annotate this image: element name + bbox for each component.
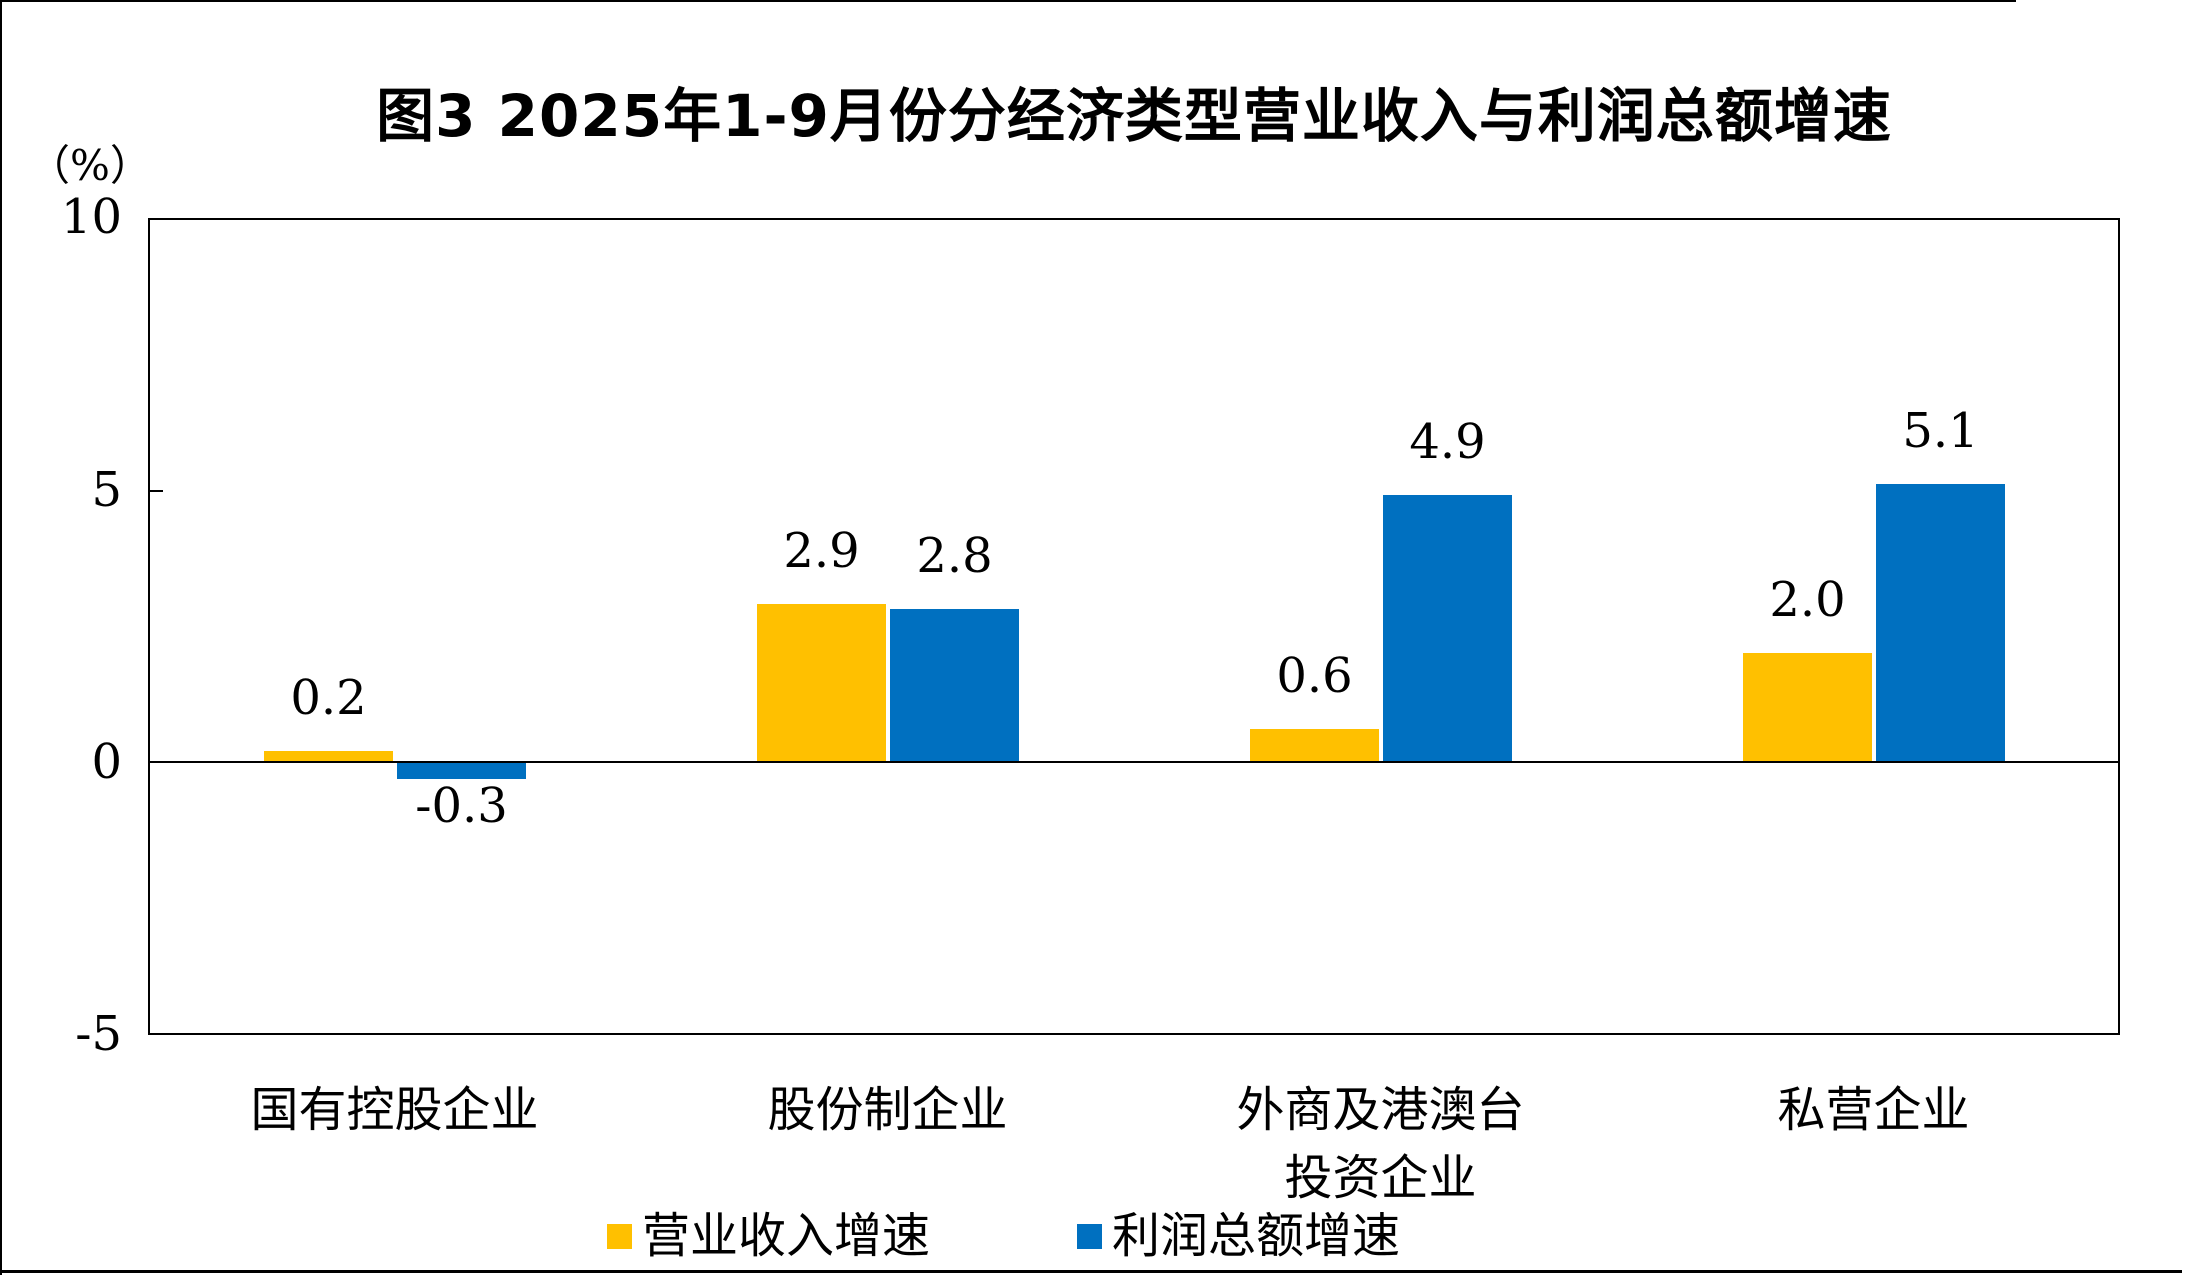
data-label: 5.1: [1902, 403, 1979, 459]
chart-title: 图3 2025年1-9月份分经济类型营业收入与利润总额增速: [376, 82, 1892, 150]
frame-bottom-line: [0, 1270, 2182, 1273]
data-label: 2.9: [783, 523, 860, 579]
y-axis-unit-label: （%）: [28, 141, 152, 190]
bar-revenue-group-2: [757, 604, 886, 762]
bar-revenue-group-1: [264, 751, 393, 762]
legend-item-revenue: 营业收入增速: [607, 1210, 930, 1262]
legend-label-profit: 利润总额增速: [1112, 1208, 1401, 1264]
data-label: 4.9: [1409, 414, 1486, 470]
plot-area: [148, 218, 2120, 1035]
x-axis-category-label: 股份制企业: [767, 1082, 1008, 1138]
frame-top-line: [0, 0, 2016, 2]
bar-revenue-group-3: [1250, 729, 1379, 762]
legend-label-revenue: 营业收入增速: [642, 1208, 931, 1264]
data-label: -0.3: [415, 778, 508, 834]
x-axis-category-label: 国有控股企业: [250, 1082, 539, 1138]
y-axis-tick-mark-5: [150, 490, 163, 492]
data-label: 0.2: [290, 670, 367, 726]
frame-left-line: [0, 0, 2, 1275]
bar-profit-group-3: [1383, 495, 1512, 762]
x-axis-category-label: 外商及港澳台 投资企业: [1236, 1082, 1525, 1206]
legend-swatch-revenue-icon: [607, 1223, 632, 1249]
bar-profit-group-2: [890, 609, 1019, 762]
legend-swatch-profit-icon: [1077, 1223, 1102, 1249]
bar-revenue-group-4: [1743, 653, 1872, 762]
y-axis-tick-label: 0: [91, 734, 122, 790]
zero-baseline: [148, 761, 2120, 763]
legend-item-profit: 利润总额增速: [1077, 1210, 1400, 1262]
data-label: 2.8: [916, 528, 993, 584]
y-axis-tick-label: -5: [75, 1006, 122, 1063]
bar-profit-group-1: [397, 763, 526, 779]
x-axis-category-label: 私营企业: [1777, 1082, 1970, 1138]
bar-profit-group-4: [1876, 484, 2005, 762]
data-label: 2.0: [1769, 572, 1846, 628]
data-label: 0.6: [1276, 648, 1353, 704]
y-axis-tick-label: 5: [91, 461, 122, 518]
y-axis-tick-label: 10: [60, 189, 122, 246]
